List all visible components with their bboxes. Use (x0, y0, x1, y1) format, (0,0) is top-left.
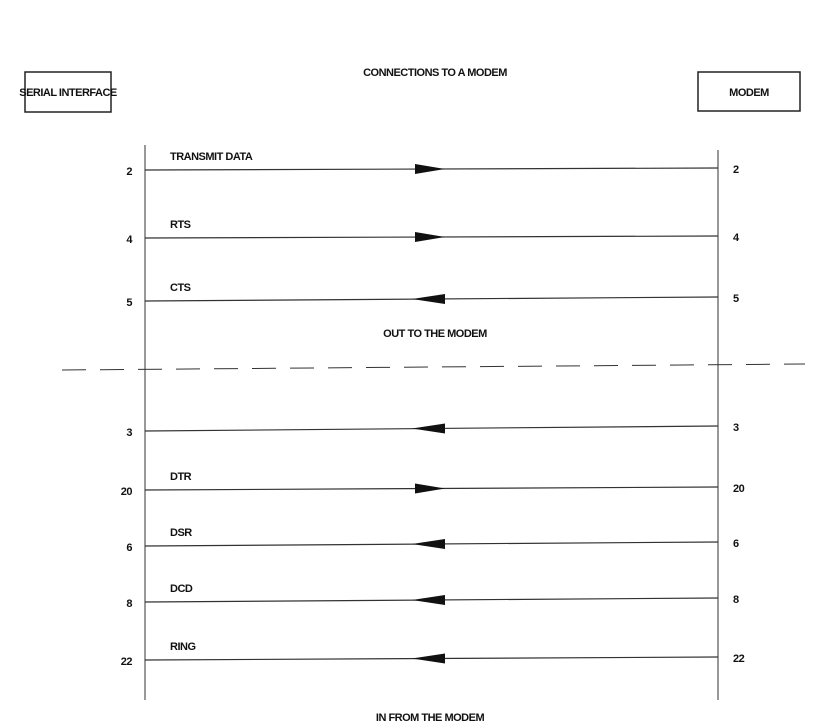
arrow-right-icon (415, 232, 445, 242)
right-pin-number: 22 (733, 653, 745, 665)
arrow-left-icon (412, 595, 445, 605)
signal-label: DTR (170, 471, 192, 483)
left-pin-number: 22 (121, 656, 133, 668)
left-pin-number: 5 (126, 297, 132, 309)
arrow-left-icon (412, 539, 445, 549)
serial-interface-box (24, 71, 112, 113)
right-pin-number: 6 (733, 538, 739, 550)
right-pin-number: 8 (733, 594, 739, 606)
arrow-left-icon (412, 294, 445, 304)
left-pin-number: 8 (126, 598, 132, 610)
arrow-left-icon (412, 653, 445, 664)
in-section-label: IN FROM THE MODEM (376, 712, 485, 724)
diagram-title: CONNECTIONS TO A MODEM (363, 67, 507, 79)
right-pin-number: 3 (733, 422, 739, 434)
signal-label: DCD (170, 583, 193, 595)
arrow-right-icon (415, 164, 445, 174)
serial-interface-label: SERIAL INTERFACE (19, 87, 117, 99)
signal-label: TRANSMIT DATA (170, 151, 253, 163)
right-pin-number: 5 (733, 293, 739, 305)
arrow-right-icon (415, 483, 445, 494)
modem-box (697, 71, 801, 112)
out-section-label: OUT TO THE MODEM (383, 328, 487, 340)
right-pin-number: 2 (733, 164, 739, 176)
right-pin-number: 20 (733, 483, 745, 495)
left-pin-number: 20 (121, 486, 133, 498)
signal-label: CTS (170, 282, 191, 294)
left-pin-number: 3 (126, 427, 132, 439)
left-pin-number: 6 (126, 542, 132, 554)
section-divider (61, 363, 806, 371)
signal-label: DSR (170, 527, 192, 539)
modem-label: MODEM (729, 87, 769, 99)
signal-label: RTS (170, 219, 191, 231)
left-pin-number: 2 (126, 166, 132, 178)
signal-label: RING (170, 641, 196, 653)
right-pin-number: 4 (733, 232, 740, 244)
arrow-left-icon (412, 423, 445, 434)
left-pin-number: 4 (126, 234, 133, 246)
